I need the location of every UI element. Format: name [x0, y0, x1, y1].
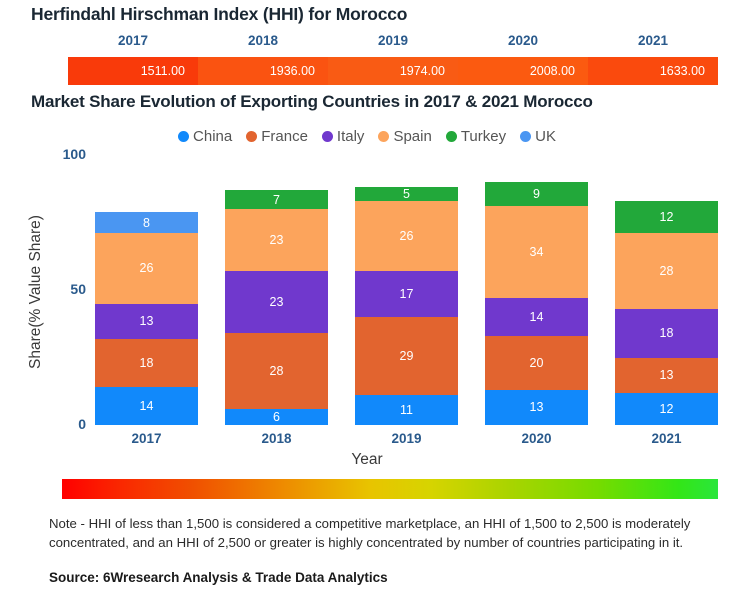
bar-segment-france[interactable]: 13 [615, 357, 718, 393]
bar-segment-turkey[interactable]: 9 [485, 182, 588, 207]
hhi-year-label: 2017 [117, 33, 149, 48]
bar-segment-italy[interactable]: 17 [355, 271, 458, 318]
bar-segment-china[interactable]: 12 [615, 392, 718, 425]
bar-segment-italy[interactable]: 23 [225, 271, 328, 334]
bar-segment-france[interactable]: 20 [485, 335, 588, 390]
bar-segment-italy[interactable]: 14 [485, 298, 588, 336]
x-axis-tick-label: 2018 [261, 431, 292, 446]
chart-title: Market Share Evolution of Exporting Coun… [31, 92, 593, 111]
legend-label: UK [535, 128, 556, 145]
bar-segment-spain[interactable]: 26 [95, 233, 198, 304]
legend-swatch-icon [246, 131, 258, 142]
bar-segment-france[interactable]: 28 [225, 333, 328, 409]
legend-swatch-icon [520, 131, 532, 142]
bar-segment-turkey[interactable]: 12 [615, 200, 718, 234]
hhi-value-bar: 1511.00 1936.00 1974.00 2008.00 1633.00 [68, 57, 718, 85]
legend-label: Turkey [460, 128, 507, 145]
stacked-bars: 8 26 13 18 14 2017 7 23 23 28 6 2018 5 26 17 29 11 2019 9 3… [95, 155, 719, 446]
legend-label: France [261, 128, 308, 145]
x-axis-tick-label: 2021 [651, 431, 682, 446]
bar-segment-italy[interactable]: 13 [95, 303, 198, 339]
x-axis-tick-label: 2020 [521, 431, 552, 446]
bar-column[interactable]: 12 28 18 13 12 [615, 200, 718, 425]
note-text: Note - HHI of less than 1,500 is conside… [49, 516, 691, 550]
bar-segment-italy[interactable]: 18 [615, 308, 718, 358]
bar-segment-spain[interactable]: 34 [485, 206, 588, 299]
legend-swatch-icon [178, 131, 190, 142]
x-axis-title: Year [351, 451, 383, 468]
legend-item-china[interactable]: China [178, 128, 232, 145]
x-axis-tick-label: 2017 [131, 431, 162, 446]
bar-column[interactable]: 9 34 14 20 13 [485, 182, 588, 425]
hhi-value-cell: 1974.00 [328, 57, 458, 85]
bar-segment-china[interactable]: 13 [485, 389, 588, 425]
bar-segment-spain[interactable]: 28 [615, 233, 718, 309]
bar-segment-uk[interactable]: 8 [95, 211, 198, 234]
bar-segment-turkey[interactable]: 5 [355, 187, 458, 201]
hhi-gradient-scale [62, 479, 718, 499]
legend-item-italy[interactable]: Italy [321, 128, 365, 145]
y-axis-tick-label: 100 [62, 146, 86, 162]
legend-item-france[interactable]: France [246, 128, 308, 145]
y-axis-tick-label: 50 [70, 281, 86, 297]
legend-label: Italy [336, 128, 365, 145]
hhi-year-header-row: 2017 2018 2019 2020 2021 [68, 33, 718, 53]
bar-segment-france[interactable]: 29 [355, 317, 458, 396]
hhi-value-cell: 2008.00 [458, 57, 588, 85]
y-axis-tick-label: 0 [78, 416, 86, 432]
legend-swatch-icon [445, 131, 457, 142]
legend-label: China [193, 128, 233, 145]
y-axis-ticks: 0 50 100 [22, 146, 86, 455]
plot-area: Share(% Value Share) 0 50 100 8 26 13 18 14 201… [0, 146, 734, 468]
source-text: Source: 6Wresearch Analysis & Trade Data… [49, 570, 388, 585]
hhi-year-label: 2021 [637, 33, 669, 48]
legend-item-turkey[interactable]: Turkey [445, 128, 507, 145]
bar-column[interactable]: 8 26 13 18 14 [95, 211, 198, 425]
bar-segment-spain[interactable]: 26 [355, 200, 458, 272]
hhi-value-cell: 1633.00 [588, 57, 718, 85]
bar-segment-turkey[interactable]: 7 [225, 190, 328, 210]
hhi-year-label: 2018 [247, 33, 279, 48]
hhi-title: Herfindahl Hirschman Index (HHI) for Mor… [31, 4, 408, 24]
legend-swatch-icon [378, 131, 390, 142]
bar-segment-china[interactable]: 14 [95, 387, 198, 425]
hhi-year-label: 2019 [377, 33, 409, 48]
bar-segment-china[interactable]: 11 [355, 395, 458, 425]
legend-label: Spain [393, 128, 432, 145]
x-axis-tick-label: 2019 [391, 431, 422, 446]
bar-column[interactable]: 5 26 17 29 11 [355, 187, 458, 425]
bar-column[interactable]: 7 23 23 28 6 [225, 190, 328, 425]
hhi-value-cell: 1936.00 [198, 57, 328, 85]
bar-segment-spain[interactable]: 23 [225, 209, 328, 272]
legend-item-spain[interactable]: Spain [378, 128, 432, 145]
hhi-year-label: 2020 [507, 33, 539, 48]
bar-segment-france[interactable]: 18 [95, 338, 198, 388]
chart-legend: China France Italy Spain Turkey UK [0, 128, 734, 145]
legend-swatch-icon [321, 131, 333, 142]
bar-segment-china[interactable]: 6 [225, 408, 328, 425]
hhi-value-cell: 1511.00 [68, 57, 198, 85]
legend-item-uk[interactable]: UK [520, 128, 556, 145]
